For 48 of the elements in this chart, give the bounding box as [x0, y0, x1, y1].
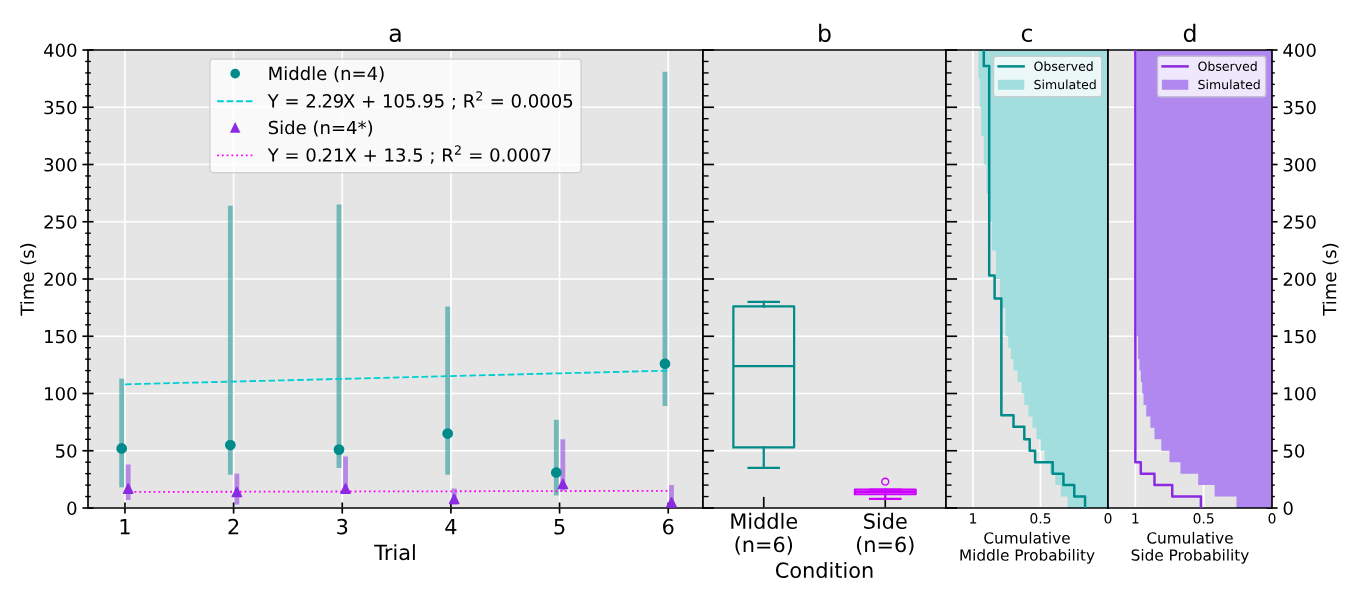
x-tick-label: 3 — [337, 518, 348, 535]
y-tick-label: 50 — [56, 444, 77, 458]
x-tick-label: 1 — [970, 513, 977, 524]
y-axis-title: Time (s) — [1322, 243, 1339, 316]
y-axis-title: Time (s) — [20, 243, 37, 316]
y-tick-label: 350 — [44, 100, 77, 115]
chart-title: c — [1021, 28, 1033, 42]
y-tick-label: 300 — [44, 157, 77, 172]
x-axis-title: Cumulative Middle Probability — [960, 531, 1095, 564]
legend-label: Y = 0.21X + 13.5 ; R$^{2}$ = 0.0007 — [267, 145, 551, 164]
y-tick-label: 200 — [1283, 272, 1316, 287]
y-tick-label: 250 — [44, 215, 77, 229]
x-axis-title: Cumulative Side Probability — [1131, 531, 1249, 564]
legend-label: Observed — [1198, 61, 1257, 71]
legend-label: Side (n=4*) — [268, 120, 373, 137]
y-tick-label: 400 — [1283, 43, 1316, 58]
x-tick-label: 1 — [1132, 513, 1139, 524]
legend-label: Simulated — [1198, 79, 1260, 90]
y-tick-label: 100 — [45, 386, 77, 401]
chart-title: b — [819, 23, 831, 42]
x-tick-label: 5 — [554, 519, 565, 535]
x-axis-title: Trial — [374, 544, 415, 561]
y-tick-label: 150 — [45, 329, 77, 344]
y-tick-label: 200 — [44, 272, 77, 287]
x-tick-label: 0.5 — [1030, 513, 1051, 524]
x-axis-title: Condition — [775, 561, 873, 579]
y-tick-label: 150 — [1284, 329, 1316, 344]
legend-label: Y = 2.29X + 105.95 ; R$^{2}$ = 0.0005 — [267, 91, 573, 110]
legend-label: Middle (n=4) — [269, 66, 384, 83]
y-tick-label: 400 — [44, 43, 77, 58]
legend-label: Simulated — [1034, 79, 1096, 90]
x-tick-label: 0.5 — [1193, 513, 1214, 524]
x-tick-label: 2 — [228, 518, 239, 535]
x-tick-label: Side (n=6) — [856, 512, 914, 555]
x-tick-label: Middle (n=6) — [731, 512, 798, 555]
x-tick-label: 6 — [663, 518, 674, 535]
x-tick-label: 0 — [1268, 513, 1276, 524]
y-tick-label: 300 — [1283, 157, 1316, 172]
y-tick-label: 350 — [1283, 100, 1316, 115]
chart-title: d — [1183, 23, 1196, 42]
x-tick-label: 4 — [445, 519, 457, 535]
x-tick-label: 0 — [1104, 513, 1112, 524]
chart-title: a — [389, 28, 401, 42]
legend-label: Observed — [1034, 61, 1093, 71]
y-tick-label: 250 — [1283, 215, 1316, 229]
y-tick-label: 50 — [1283, 444, 1305, 458]
x-tick-label: 1 — [120, 519, 130, 535]
y-tick-label: 100 — [1284, 386, 1316, 401]
